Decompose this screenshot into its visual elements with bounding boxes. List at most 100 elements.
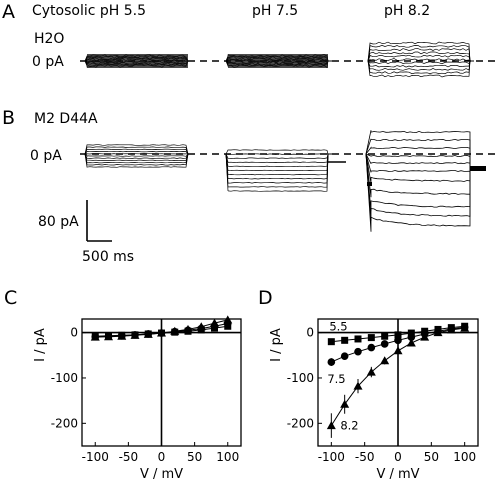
data-point-circle — [407, 333, 416, 341]
trace-sweep-b3 — [365, 153, 471, 165]
trace-sweep-b3 — [365, 153, 471, 212]
trace-sweep — [84, 151, 192, 155]
data-point-triangle — [393, 346, 403, 355]
trace-sweep — [367, 60, 474, 65]
trace-sweep-b3 — [365, 153, 471, 158]
trace-sweep — [367, 44, 474, 62]
data-point-circle — [327, 358, 336, 366]
data-point-triangle — [90, 332, 100, 341]
construct-label-m2-d44a: M2 D44A — [34, 111, 98, 127]
scale-label-time: 500 ms — [82, 249, 134, 265]
panel-letter-a: A — [2, 1, 15, 23]
trace-sweep-b3 — [365, 153, 471, 184]
data-point-triangle — [117, 331, 127, 340]
data-point-triangle — [157, 328, 166, 337]
data-point-square — [367, 334, 375, 342]
trace-sweep-b3 — [365, 130, 471, 155]
data-point-triangle — [196, 322, 206, 331]
data-point-triangle — [433, 328, 443, 337]
y-axis-label: I / pA — [33, 328, 48, 362]
series-label-82: 8.2 — [340, 419, 358, 433]
data-point-circle — [380, 340, 389, 348]
trace-sweep — [225, 153, 332, 159]
trace-sweep — [367, 60, 474, 78]
current-traces-b — [80, 130, 498, 232]
trace-sweep — [367, 60, 474, 75]
data-point-triangle — [210, 318, 219, 327]
trace-sweep-b3 — [365, 153, 471, 232]
condition-label-ph82: pH 8.2 — [384, 3, 430, 19]
trace-sweep — [225, 153, 332, 172]
scale-label-current: 80 pA — [38, 214, 79, 230]
panel-letter-d: D — [258, 287, 273, 309]
x-tick-label: 50 — [424, 450, 439, 464]
x-tick-label: 100 — [216, 450, 239, 464]
x-axis-label: V / mV — [376, 467, 419, 482]
data-point-triangle — [380, 356, 390, 365]
data-point-square — [407, 329, 415, 337]
trace-sweep-b3 — [365, 153, 471, 221]
trace-sweep — [367, 60, 474, 68]
trace-sweep — [225, 153, 332, 188]
trace-sweep — [225, 153, 332, 155]
artifact-b3 — [367, 182, 372, 186]
y-tick-label: -200 — [287, 416, 314, 430]
x-axis-label: V / mV — [140, 467, 183, 482]
trace-sweep-b3 — [365, 138, 471, 155]
iv-chart-d: -100 -50 0 50 100 0 -100 -200 V / mV I / pA 5.5 7.5… — [269, 318, 479, 482]
trace-sweep — [84, 153, 192, 162]
trace-sweep — [84, 153, 192, 168]
trace-sweep — [367, 60, 474, 71]
y-tick-label: 0 — [306, 326, 314, 340]
series-label-55: 5.5 — [329, 320, 347, 334]
y-tick-label: -100 — [51, 371, 78, 385]
x-tick-label: 0 — [394, 450, 402, 464]
y-tick-label: 0 — [70, 326, 78, 340]
x-tick-label: 0 — [158, 450, 166, 464]
trace-sweep — [84, 153, 192, 157]
data-point-triangle — [406, 338, 416, 347]
trace-sweep — [225, 153, 332, 168]
data-point-circle — [367, 343, 376, 352]
data-point-triangle — [460, 323, 470, 332]
series-label-75: 7.5 — [327, 372, 345, 386]
data-point-triangle — [340, 399, 350, 408]
data-point-triangle — [446, 325, 456, 334]
data-point-square — [394, 331, 402, 339]
data-point-square — [381, 332, 389, 340]
trace-sweep — [225, 153, 332, 184]
trace-sweep — [367, 58, 474, 62]
y-axis-label: I / pA — [269, 328, 284, 362]
trace-sweep — [225, 153, 332, 180]
data-point-triangle — [104, 332, 113, 341]
x-tick-label: 100 — [453, 450, 476, 464]
trace-sweep — [84, 153, 192, 155]
trace-sweep-b3 — [365, 153, 471, 198]
panel-letter-c: C — [4, 287, 17, 309]
trace-sweep — [225, 149, 332, 155]
trace-sweep — [84, 153, 192, 166]
x-tick-label: -100 — [82, 450, 109, 464]
trace-sweep — [225, 153, 332, 163]
data-point-triangle — [366, 367, 376, 376]
data-point-square — [354, 335, 362, 343]
data-point-triangle — [130, 330, 140, 339]
trace-sweep — [367, 51, 474, 62]
trace-density-a1 — [87, 54, 188, 68]
iv-chart-c: -100 -50 0 50 100 0 -100 -200 V / mV I / pA — [33, 315, 242, 482]
data-point-circle — [340, 352, 349, 360]
zero-label-a: 0 pA — [32, 54, 64, 70]
x-tick-label: -50 — [119, 450, 139, 464]
condition-label-ph55: Cytosolic pH 5.5 — [32, 3, 146, 19]
data-point-square — [327, 338, 335, 346]
x-tick-label: -50 — [355, 450, 375, 464]
data-point-triangle — [170, 326, 180, 335]
tail-current-b3 — [470, 166, 486, 171]
data-point-circle — [354, 347, 362, 356]
y-tick-label: -200 — [51, 416, 78, 430]
zero-label-b: 0 pA — [30, 148, 62, 164]
trace-sweep — [225, 153, 332, 192]
data-point-triangle — [183, 324, 193, 333]
trace-sweep-b3 — [365, 146, 471, 155]
